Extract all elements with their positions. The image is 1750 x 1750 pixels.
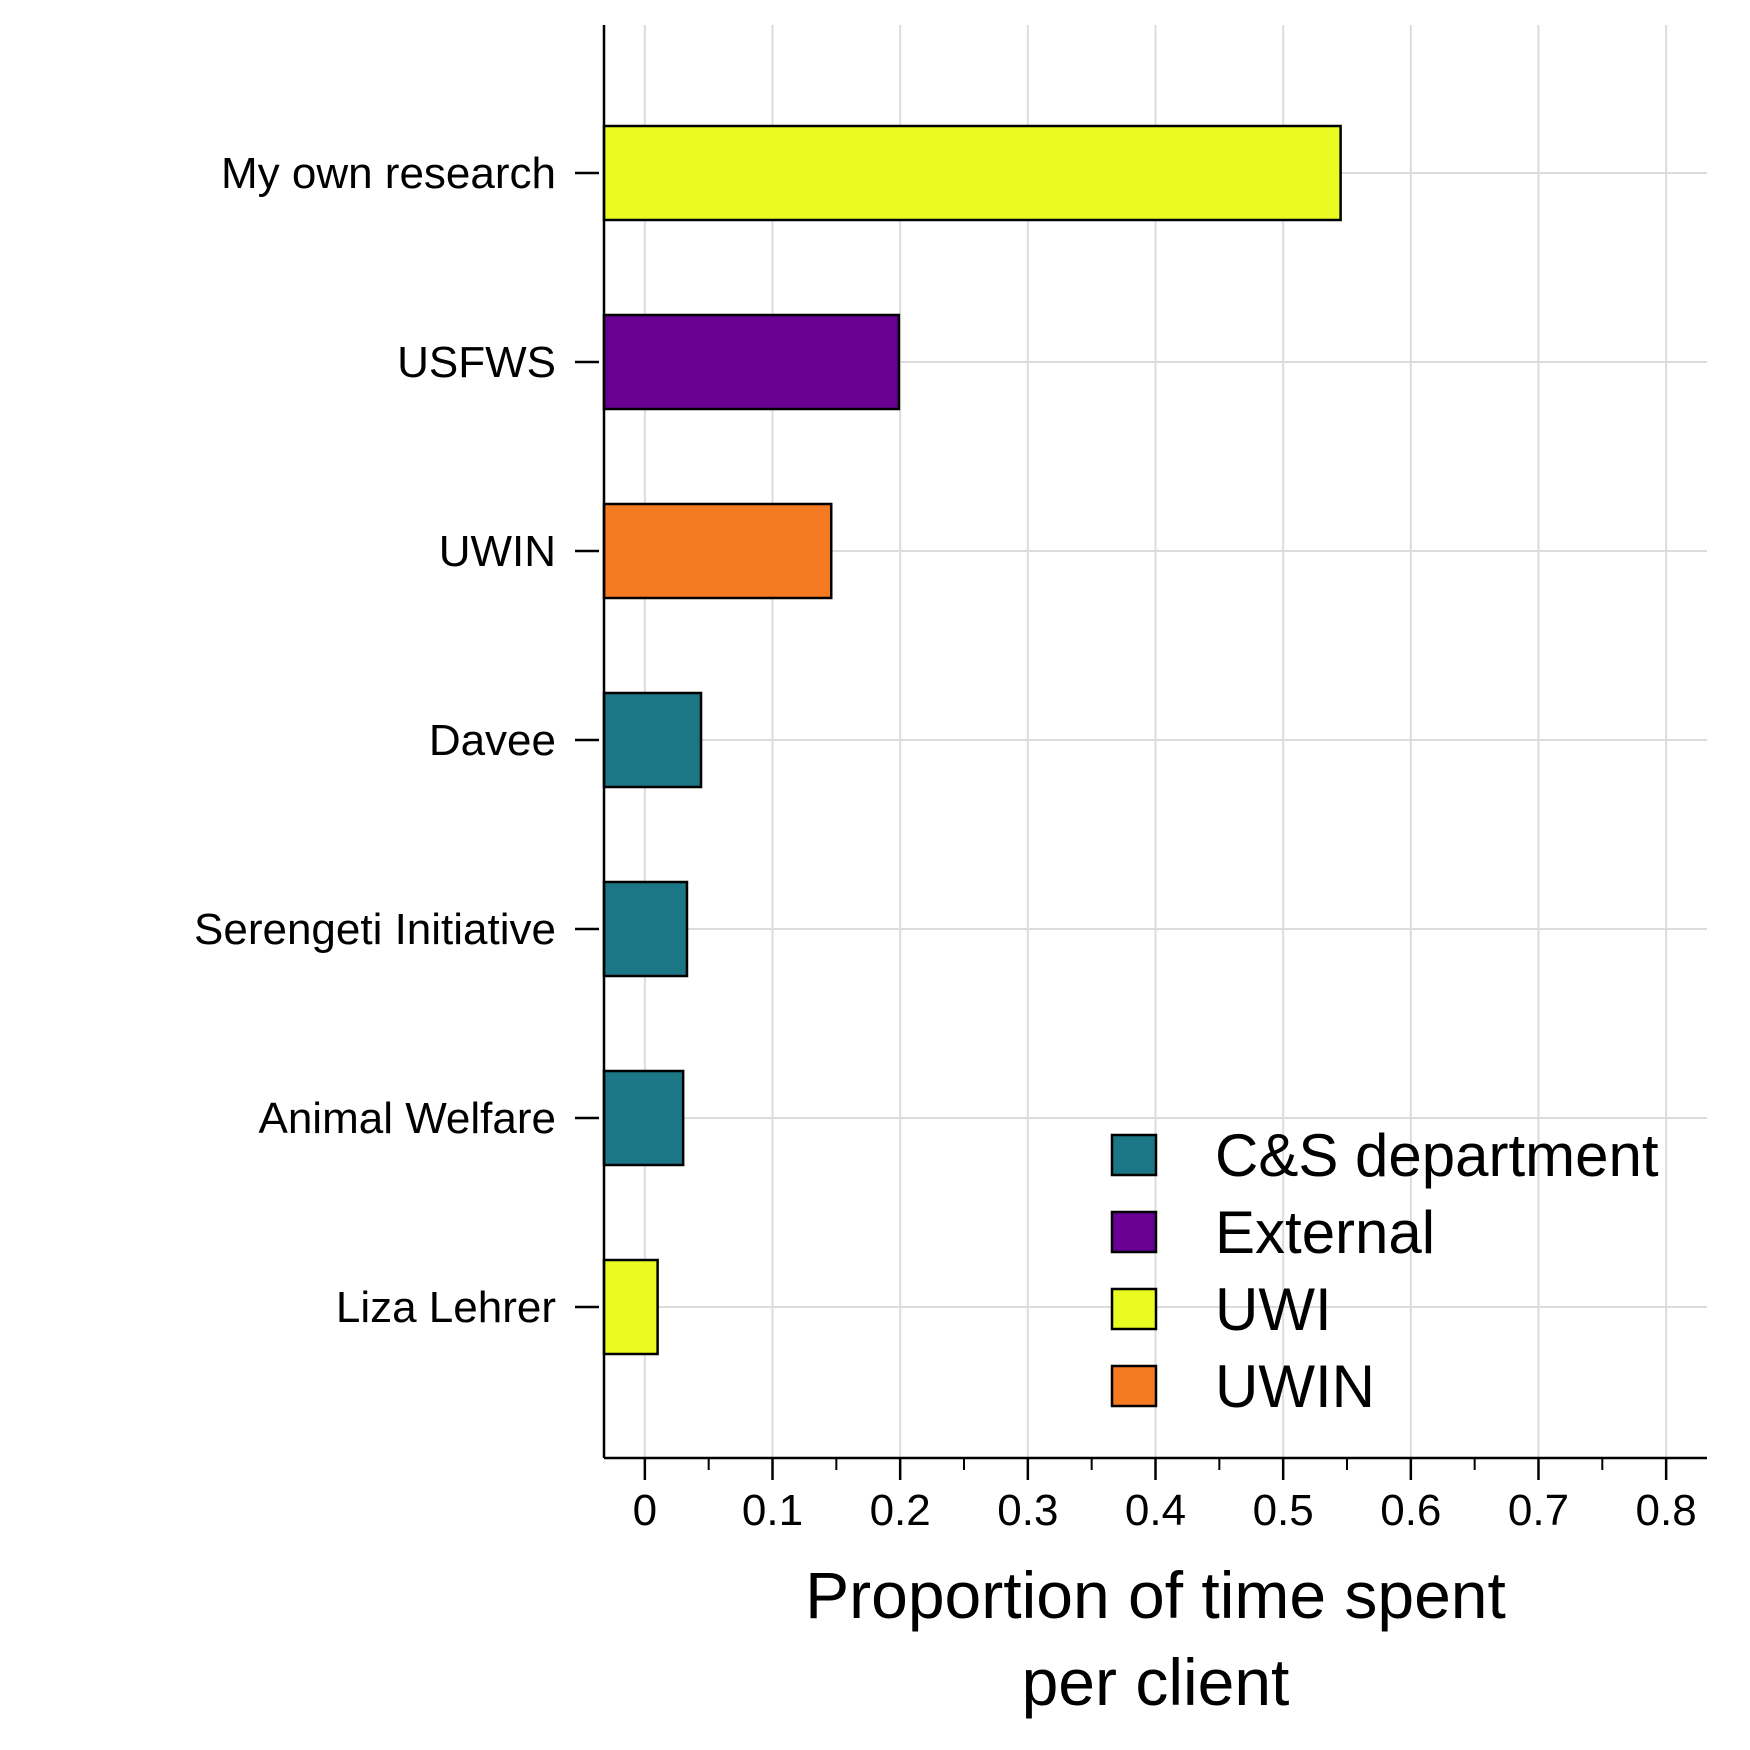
bar-6 (602, 1258, 659, 1356)
legend-label-1: External (1215, 1199, 1435, 1266)
axis-labels: My own research USFWS UWIN Davee Serengeti I… (194, 149, 1697, 1719)
bars (602, 124, 1342, 1356)
x-tick-label-1: 0.1 (742, 1486, 803, 1535)
legend-swatch-3 (1110, 1364, 1158, 1408)
bar-1 (602, 313, 901, 411)
legend-label-2: UWI (1215, 1276, 1332, 1343)
y-tick-label-2: UWIN (439, 527, 556, 576)
y-tick-label-1: USFWS (397, 338, 556, 387)
bar-0 (602, 124, 1342, 222)
legend: C&S department External UWI UWIN (1110, 1122, 1659, 1420)
y-tick-label-6: Liza Lehrer (336, 1283, 556, 1332)
legend-label-0: C&S department (1215, 1122, 1659, 1189)
y-tick-label-4: Serengeti Initiative (194, 905, 556, 954)
x-tick-label-5: 0.5 (1253, 1486, 1314, 1535)
legend-label-3: UWIN (1215, 1353, 1375, 1420)
bar-3 (602, 691, 703, 789)
legend-swatch-1 (1110, 1210, 1158, 1254)
legend-swatch-0 (1110, 1133, 1158, 1177)
y-tick-label-5: Animal Welfare (258, 1094, 556, 1143)
x-tick-label-0: 0 (633, 1486, 657, 1535)
x-tick-label-6: 0.6 (1380, 1486, 1441, 1535)
y-tick-label-0: My own research (221, 149, 556, 198)
x-tick-label-8: 0.8 (1636, 1486, 1697, 1535)
axes (575, 25, 1707, 1480)
x-axis-title-line-2: per client (1022, 1645, 1290, 1719)
x-tick-label-4: 0.4 (1125, 1486, 1186, 1535)
bar-5 (602, 1069, 685, 1167)
x-axis-title-line-1: Proportion of time spent (805, 1558, 1506, 1632)
legend-swatch-2 (1110, 1287, 1158, 1331)
bar-4 (602, 880, 689, 978)
x-tick-label-3: 0.3 (997, 1486, 1058, 1535)
bar-2 (602, 502, 833, 600)
x-tick-label-2: 0.2 (870, 1486, 931, 1535)
x-tick-label-7: 0.7 (1508, 1486, 1569, 1535)
y-tick-label-3: Davee (429, 716, 556, 765)
